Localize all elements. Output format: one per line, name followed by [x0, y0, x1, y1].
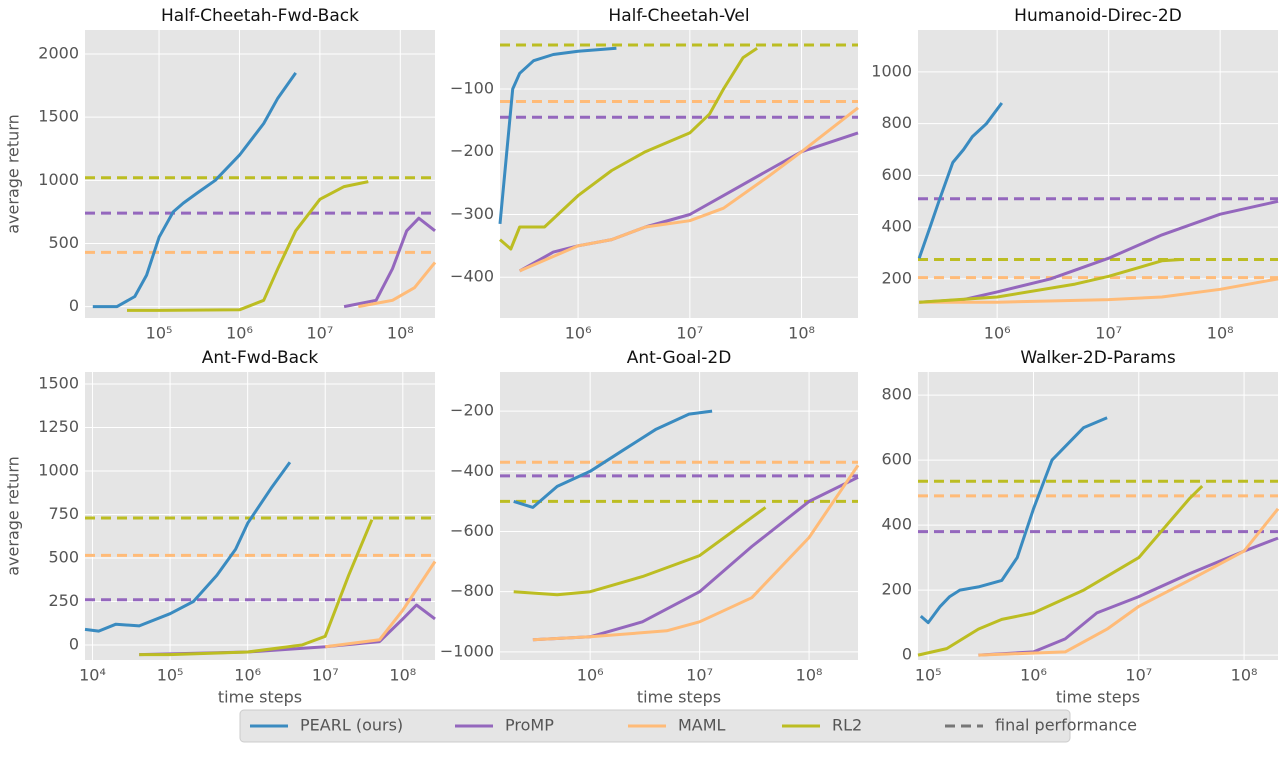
series-line [358, 261, 437, 309]
series-line [917, 485, 1204, 657]
y-tick-label: 750 [48, 504, 79, 523]
y-tick-label: 1250 [38, 417, 79, 436]
y-tick-label: 600 [881, 450, 912, 469]
plot-area [85, 30, 435, 318]
y-tick-label: −800 [450, 581, 494, 600]
series-line [518, 131, 859, 273]
x-tick-label: 10⁸ [1207, 324, 1234, 343]
x-tick-label: 10⁸ [389, 666, 416, 685]
y-tick-label: 500 [48, 233, 79, 252]
x-tick-label: 10⁶ [984, 324, 1011, 343]
x-tick-label: 10⁸ [796, 666, 823, 685]
y-tick-label: −600 [450, 521, 494, 540]
x-tick-label: 10⁸ [1231, 666, 1258, 685]
x-tick-label: 10⁷ [1095, 324, 1122, 343]
plot-area [85, 372, 435, 660]
x-axis-label: time steps [218, 688, 302, 707]
y-tick-label: −100 [450, 78, 494, 97]
series-line [84, 461, 292, 633]
series-line [978, 507, 1280, 657]
x-tick-label: 10⁶ [226, 324, 253, 343]
x-tick-label: 10⁸ [387, 324, 414, 343]
x-tick-label: 10⁶ [234, 666, 261, 685]
x-tick-label: 10⁷ [1125, 666, 1152, 685]
series-line [325, 560, 437, 649]
x-tick-label: 10⁷ [676, 324, 703, 343]
x-tick-label: 10⁴ [79, 666, 106, 685]
y-tick-label: 1500 [38, 107, 79, 126]
subplot-title: Half-Cheetah-Vel [608, 6, 749, 26]
plot-area [918, 372, 1278, 660]
plot-area [500, 30, 858, 318]
y-tick-label: 800 [881, 113, 912, 132]
subplot-title: Walker-2D-Params [1020, 348, 1176, 368]
x-tick-label: 10⁶ [577, 666, 604, 685]
y-axis-label: average return [4, 456, 23, 576]
y-axis-label: average return [4, 114, 23, 234]
series-line [919, 277, 1279, 304]
x-tick-label: 10⁵ [915, 666, 942, 685]
subplot-title: Ant-Goal-2D [627, 348, 732, 368]
plot-area [500, 372, 858, 660]
x-axis-label: time steps [1056, 688, 1140, 707]
y-tick-label: 400 [881, 515, 912, 534]
y-tick-label: 500 [48, 548, 79, 567]
series-line [92, 72, 297, 309]
x-tick-label: 10⁵ [146, 324, 173, 343]
y-tick-label: 800 [881, 385, 912, 404]
series-line [513, 409, 713, 509]
x-tick-label: 10⁶ [565, 324, 592, 343]
series-line [917, 102, 1004, 259]
subplot-title: Half-Cheetah-Fwd-Back [161, 6, 359, 26]
series-line [127, 180, 369, 312]
x-tick-label: 10⁷ [686, 666, 713, 685]
y-tick-label: 200 [881, 580, 912, 599]
y-tick-label: −1000 [440, 641, 494, 660]
series-line [343, 216, 436, 309]
y-tick-label: 200 [881, 268, 912, 287]
subplot-title: Ant-Fwd-Back [202, 348, 319, 368]
series-line [919, 258, 1182, 304]
y-tick-label: 1000 [38, 461, 79, 480]
series-line [513, 506, 767, 597]
y-tick-label: −200 [450, 401, 494, 420]
series-line [498, 46, 617, 225]
series-line [499, 46, 758, 251]
series-line [919, 416, 1108, 625]
legend-label: RL2 [832, 716, 862, 735]
y-tick-label: −300 [450, 204, 494, 223]
series-line [519, 106, 859, 273]
plot-area [918, 30, 1278, 318]
y-tick-label: 0 [69, 296, 79, 315]
y-tick-label: 2000 [38, 44, 79, 63]
y-tick-label: 0 [902, 645, 912, 664]
x-tick-label: 10⁸ [788, 324, 815, 343]
y-tick-label: 1000 [38, 170, 79, 189]
y-tick-label: 0 [69, 635, 79, 654]
subplot-title: Humanoid-Direc-2D [1014, 6, 1182, 26]
legend-label: MAML [678, 716, 726, 735]
x-tick-label: 10⁵ [157, 666, 184, 685]
legend-label: ProMP [505, 716, 554, 735]
series-line [139, 519, 374, 657]
x-tick-label: 10⁷ [312, 666, 339, 685]
y-tick-label: 400 [881, 217, 912, 236]
series-line [532, 464, 860, 642]
legend-label: final performance [995, 716, 1137, 735]
y-tick-label: 600 [881, 165, 912, 184]
legend-label: PEARL (ours) [300, 716, 403, 735]
x-tick-label: 10⁶ [1020, 666, 1047, 685]
y-tick-label: −400 [450, 267, 494, 286]
y-tick-label: 1500 [38, 374, 79, 393]
x-tick-label: 10⁷ [306, 324, 333, 343]
y-tick-label: 250 [48, 591, 79, 610]
y-tick-label: −400 [450, 461, 494, 480]
y-tick-label: −200 [450, 141, 494, 160]
x-axis-label: time steps [637, 688, 721, 707]
y-tick-label: 1000 [871, 61, 912, 80]
